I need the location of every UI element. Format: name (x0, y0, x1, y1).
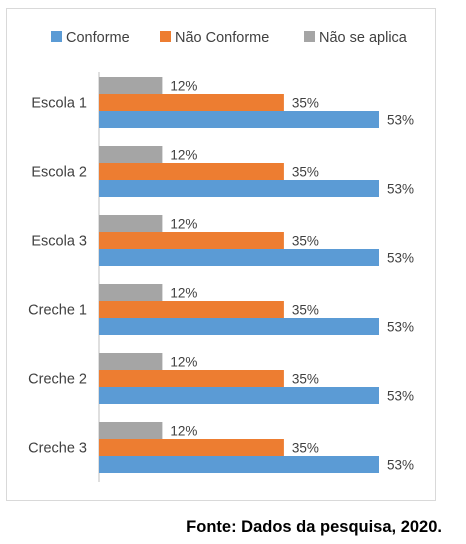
legend-swatch-nao-conforme (160, 31, 171, 42)
data-label-escola-2-nao-conforme: 35% (292, 165, 319, 180)
data-label-creche-2-conforme: 53% (387, 389, 414, 404)
bar-creche-2-nao-se-aplica (99, 353, 163, 370)
data-label-escola-1-nao-conforme: 35% (292, 96, 319, 111)
source-caption: Fonte: Dados da pesquisa, 2020. (186, 518, 442, 536)
data-label-creche-3-conforme: 53% (387, 458, 414, 473)
legend-swatch-conforme (51, 31, 62, 42)
data-label-creche-3-nao-se-aplica: 12% (170, 424, 197, 439)
category-label-escola-2: Escola 2 (31, 165, 87, 181)
data-label-creche-3-nao-conforme: 35% (292, 441, 319, 456)
bar-creche-2-conforme (99, 387, 379, 404)
bar-escola-2-nao-conforme (99, 163, 284, 180)
chart-frame (6, 8, 436, 501)
bar-chart: Conforme Não Conforme Não se aplica Escola … (28, 30, 414, 482)
data-label-creche-1-nao-conforme: 35% (292, 303, 319, 318)
bar-creche-3-nao-se-aplica (99, 422, 163, 439)
data-label-escola-1-nao-se-aplica: 12% (170, 79, 197, 94)
data-label-escola-3-nao-conforme: 35% (292, 234, 319, 249)
bar-escola-3-nao-conforme (99, 232, 284, 249)
bar-creche-1-nao-conforme (99, 301, 284, 318)
legend-label-conforme: Conforme (66, 30, 130, 46)
bar-escola-1-conforme (99, 111, 379, 128)
bar-escola-3-conforme (99, 249, 379, 266)
category-label-creche-2: Creche 2 (28, 372, 87, 388)
category-label-creche-3: Creche 3 (28, 441, 87, 457)
data-label-creche-2-nao-conforme: 35% (292, 372, 319, 387)
category-label-creche-1: Creche 1 (28, 303, 87, 319)
bar-creche-1-nao-se-aplica (99, 284, 163, 301)
bar-creche-3-nao-conforme (99, 439, 284, 456)
bar-escola-2-conforme (99, 180, 379, 197)
data-label-escola-3-nao-se-aplica: 12% (170, 217, 197, 232)
bar-escola-2-nao-se-aplica (99, 146, 163, 163)
data-label-creche-2-nao-se-aplica: 12% (170, 355, 197, 370)
legend-label-nao-se-aplica: Não se aplica (319, 30, 408, 46)
legend-label-nao-conforme: Não Conforme (175, 30, 269, 46)
data-label-escola-2-conforme: 53% (387, 182, 414, 197)
category-label-escola-1: Escola 1 (31, 96, 87, 112)
bar-escola-3-nao-se-aplica (99, 215, 163, 232)
legend-swatch-nao-se-aplica (304, 31, 315, 42)
bar-creche-1-conforme (99, 318, 379, 335)
data-label-escola-3-conforme: 53% (387, 251, 414, 266)
bar-escola-1-nao-conforme (99, 94, 284, 111)
data-label-creche-1-nao-se-aplica: 12% (170, 286, 197, 301)
data-label-escola-2-nao-se-aplica: 12% (170, 148, 197, 163)
bar-escola-1-nao-se-aplica (99, 77, 163, 94)
bar-creche-2-nao-conforme (99, 370, 284, 387)
category-label-escola-3: Escola 3 (31, 234, 87, 250)
bar-creche-3-conforme (99, 456, 379, 473)
data-label-escola-1-conforme: 53% (387, 113, 414, 128)
data-label-creche-1-conforme: 53% (387, 320, 414, 335)
